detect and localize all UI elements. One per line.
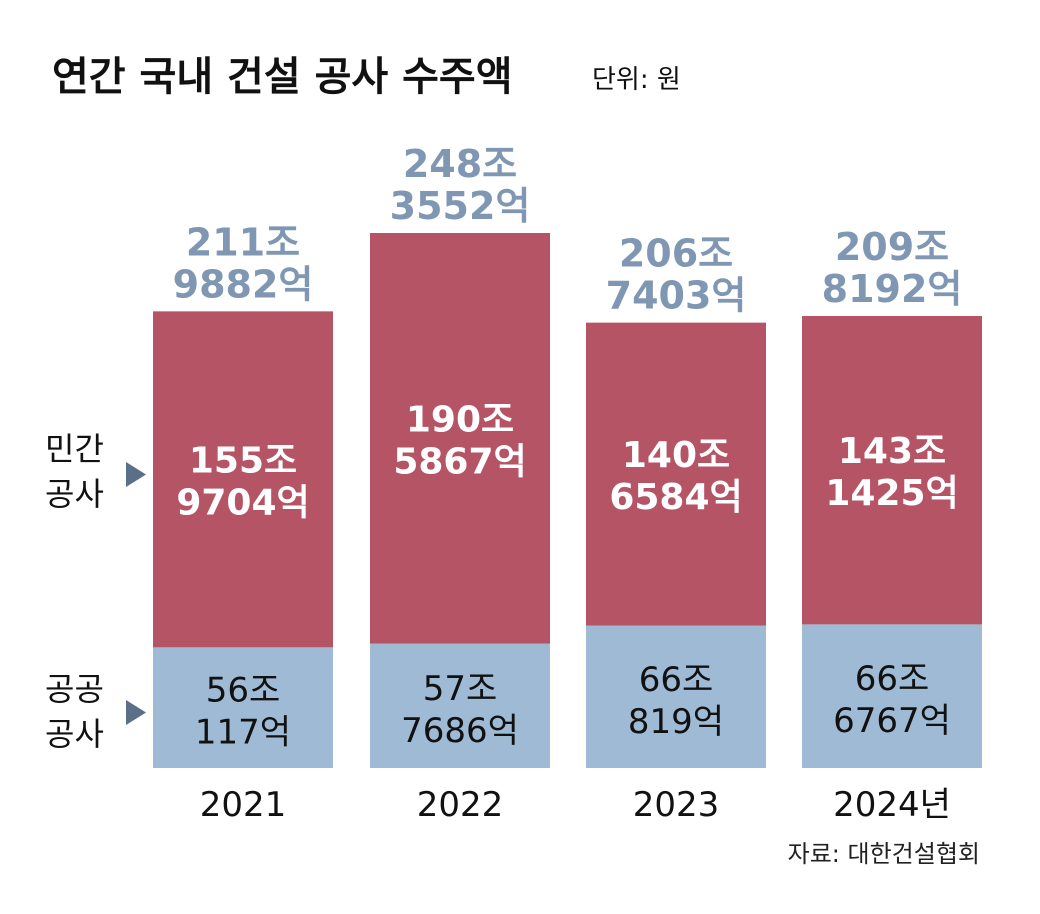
- bar-public-2023: [586, 625, 766, 768]
- bar-public-2024년: [802, 624, 982, 768]
- side-label-public-line2: 공사: [45, 715, 104, 753]
- private-value-label-2021-line2: 9704억: [176, 482, 309, 523]
- unit-note: 단위: 원: [592, 65, 681, 95]
- total-label-2023-line1: 206조: [619, 232, 733, 276]
- total-label-2024년-line2: 8192억: [822, 267, 963, 311]
- private-value-label-2024년-line2: 1425억: [825, 473, 958, 514]
- private-value-label-2021-line1: 155조: [189, 440, 297, 481]
- public-value-label-2021-line1: 56조: [206, 671, 281, 711]
- bar-private-2022: [370, 232, 550, 644]
- side-label-public-line1: 공공: [45, 670, 104, 708]
- side-label-private-line2: 공사: [45, 475, 104, 513]
- private-value-label-2023-line1: 140조: [622, 435, 730, 476]
- total-label-2024년-line1: 209조: [835, 225, 949, 269]
- bar-public-2022: [370, 643, 550, 768]
- public-value-label-2023-line2: 819억: [628, 702, 724, 742]
- public-value-label-2022-line1: 57조: [423, 669, 498, 709]
- bars-group: [153, 232, 982, 768]
- bar-public-2021: [153, 647, 333, 768]
- bar-private-2023: [586, 322, 766, 626]
- side-label-private-line1: 민간: [45, 430, 104, 468]
- bar-private-2024년: [802, 316, 982, 625]
- total-label-2023-line2: 7403억: [606, 274, 747, 318]
- year-labels: 2021 2022 2023 2024년: [200, 785, 951, 825]
- public-value-label-2024년-line2: 6767억: [833, 701, 951, 741]
- public-arrow-icon: [126, 700, 146, 725]
- total-label-2021-line1: 211조: [186, 220, 300, 264]
- total-label-2022-line2: 3552억: [390, 184, 531, 228]
- private-value-label-2022-line2: 5867억: [393, 441, 526, 482]
- source-note: 자료: 대한건설협회: [788, 840, 980, 868]
- public-value-label-2022-line2: 7686억: [401, 711, 519, 751]
- chart-title: 연간 국내 건설 공사 수주액: [52, 54, 513, 100]
- year-label-2021: 2021: [200, 785, 287, 825]
- total-label-2022-line1: 248조: [403, 142, 517, 186]
- public-value-label-2024년-line1: 66조: [855, 659, 930, 699]
- private-value-label-2024년-line1: 143조: [838, 431, 946, 472]
- year-label-2022: 2022: [417, 785, 504, 825]
- private-arrow-icon: [126, 462, 146, 487]
- private-value-label-2022-line1: 190조: [406, 399, 514, 440]
- bar-private-2021: [153, 311, 333, 648]
- year-label-2023: 2023: [633, 785, 720, 825]
- private-value-label-2023-line2: 6584억: [609, 477, 742, 518]
- total-label-2021-line2: 9882억: [173, 262, 314, 306]
- public-value-label-2023-line1: 66조: [639, 660, 714, 700]
- public-value-label-2021-line2: 117억: [195, 713, 291, 753]
- year-label-2024년: 2024년: [833, 785, 951, 825]
